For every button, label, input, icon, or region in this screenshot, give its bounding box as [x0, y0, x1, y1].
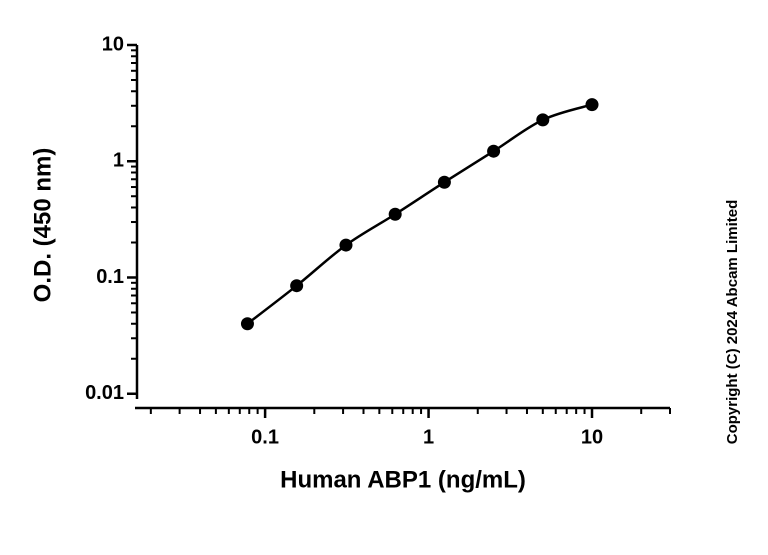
y-tick-label: 1: [113, 150, 124, 172]
data-point: [290, 279, 304, 293]
data-point: [437, 175, 451, 189]
y-tick-label: 10: [102, 33, 124, 55]
data-point: [536, 113, 550, 127]
data-point: [240, 317, 254, 331]
data-point: [585, 98, 599, 112]
data-point: [388, 207, 402, 221]
y-tick-label: 0.01: [85, 382, 124, 404]
x-tick-label: 1: [423, 426, 434, 448]
y-tick-label: 0.1: [96, 266, 124, 288]
y-axis-title: O.D. (450 nm): [29, 148, 56, 303]
x-axis-title: Human ABP1 (ng/mL): [280, 466, 526, 493]
copyright: Copyright (C) 2024 Abcam Limited: [724, 200, 741, 444]
data-point: [339, 238, 353, 252]
x-tick-label: 10: [581, 426, 603, 448]
data-point: [487, 144, 501, 158]
x-tick-label: 0.1: [251, 426, 279, 448]
